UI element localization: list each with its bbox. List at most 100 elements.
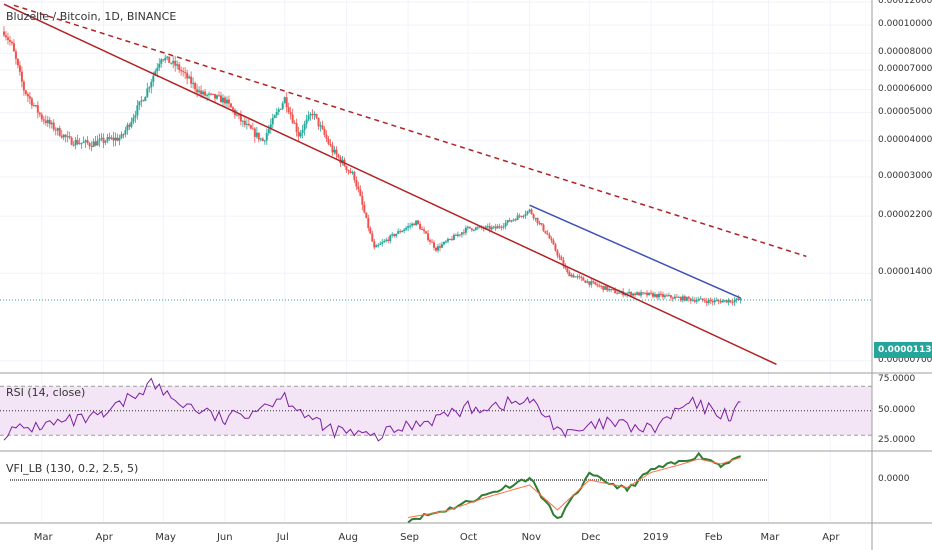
trendline-dashed bbox=[13, 4, 807, 258]
candle-body bbox=[323, 128, 326, 135]
candle-body bbox=[566, 268, 569, 273]
candle-body bbox=[54, 129, 57, 131]
candle-body bbox=[592, 281, 595, 283]
candle-body bbox=[275, 112, 278, 116]
candle-body bbox=[429, 240, 432, 242]
candle-body bbox=[190, 76, 193, 84]
price-axis-label: 0.00003000 bbox=[878, 171, 932, 182]
time-axis-label: Nov bbox=[521, 532, 542, 543]
candle-body bbox=[44, 120, 47, 124]
candle-body bbox=[723, 300, 726, 302]
candle-body bbox=[556, 250, 559, 256]
candle-body bbox=[24, 90, 27, 94]
candle-body bbox=[604, 286, 607, 290]
candle-body bbox=[327, 138, 330, 144]
time-axis-label: Feb bbox=[704, 532, 723, 543]
rsi-layer bbox=[3, 377, 741, 442]
trendline-blue bbox=[529, 204, 741, 299]
candle-body bbox=[132, 117, 135, 122]
candle-body bbox=[679, 297, 682, 301]
candle-body bbox=[675, 296, 678, 298]
candle-body bbox=[407, 226, 410, 228]
candle-body bbox=[411, 223, 414, 226]
price-axis-label: 0.00005000 bbox=[878, 106, 932, 117]
candle-body bbox=[544, 230, 547, 234]
candle-body bbox=[202, 91, 205, 95]
candle-body bbox=[229, 103, 232, 108]
candle-body bbox=[305, 119, 308, 124]
candle-body bbox=[546, 233, 549, 235]
candle-body bbox=[164, 57, 167, 61]
candle-body bbox=[713, 300, 716, 303]
chart-title: Bluzelle / Bitcoin, 1D, BINANCE bbox=[6, 10, 177, 23]
candle-body bbox=[162, 59, 165, 61]
candle-body bbox=[393, 234, 396, 237]
candle-body bbox=[255, 132, 258, 137]
candle-body bbox=[614, 289, 617, 294]
candle-body bbox=[560, 257, 563, 261]
candle-body bbox=[273, 115, 276, 118]
candle-body bbox=[699, 298, 702, 300]
candle-body bbox=[166, 56, 169, 58]
candle-body bbox=[353, 172, 356, 180]
candle-body bbox=[289, 112, 292, 115]
candle-body bbox=[221, 97, 224, 103]
candle-body bbox=[128, 124, 131, 127]
vfi-signal-line bbox=[408, 457, 741, 518]
candle-body bbox=[413, 223, 416, 226]
candle-body bbox=[146, 88, 149, 97]
candle-body bbox=[249, 125, 252, 129]
candle-body bbox=[731, 301, 734, 303]
candle-body bbox=[472, 229, 475, 231]
rsi-axis-label: 50.0000 bbox=[878, 404, 916, 415]
candle-body bbox=[504, 222, 507, 227]
candle-body bbox=[608, 289, 611, 291]
candle-body bbox=[174, 60, 177, 66]
candle-body bbox=[369, 228, 372, 234]
candle-body bbox=[703, 300, 706, 302]
candle-body bbox=[584, 280, 587, 283]
candle-body bbox=[46, 119, 49, 124]
time-axis-label: Dec bbox=[581, 532, 601, 543]
candle-body bbox=[269, 124, 272, 130]
candle-body bbox=[630, 292, 633, 296]
candle-body bbox=[130, 121, 133, 127]
candle-body bbox=[602, 285, 605, 290]
time-axis-label: Oct bbox=[459, 532, 478, 543]
candle-body bbox=[30, 98, 33, 106]
candle-body bbox=[484, 226, 487, 229]
vfi-layer bbox=[10, 451, 768, 524]
candle-body bbox=[626, 293, 629, 295]
candle-body bbox=[498, 226, 501, 228]
candle-body bbox=[259, 138, 262, 140]
time-axis-label: Mar bbox=[760, 532, 780, 543]
candle-body bbox=[263, 140, 266, 142]
candle-body bbox=[628, 292, 631, 294]
candle-body bbox=[709, 299, 712, 302]
candle-body bbox=[508, 220, 511, 222]
candle-body bbox=[359, 189, 362, 196]
price-axis-label: 0.00002200 bbox=[878, 210, 932, 221]
candle-body bbox=[277, 109, 280, 113]
candle-body bbox=[403, 229, 406, 231]
candle-body bbox=[261, 138, 264, 141]
candle-body bbox=[285, 97, 288, 108]
candle-body bbox=[299, 132, 302, 137]
candle-body bbox=[112, 137, 115, 141]
candle-body bbox=[727, 300, 730, 303]
candle-body bbox=[237, 114, 240, 116]
candle-body bbox=[349, 170, 352, 173]
candle-body bbox=[492, 226, 495, 228]
candle-body bbox=[594, 282, 597, 285]
candle-body bbox=[436, 246, 439, 251]
candle-body bbox=[725, 300, 728, 303]
candle-body bbox=[110, 137, 113, 139]
candle-body bbox=[367, 217, 370, 229]
candle-body bbox=[452, 235, 455, 240]
candle-body bbox=[152, 75, 155, 82]
candle-body bbox=[616, 293, 619, 295]
candle-body bbox=[638, 292, 641, 296]
candle-body bbox=[655, 294, 658, 298]
candle-body bbox=[534, 217, 537, 219]
